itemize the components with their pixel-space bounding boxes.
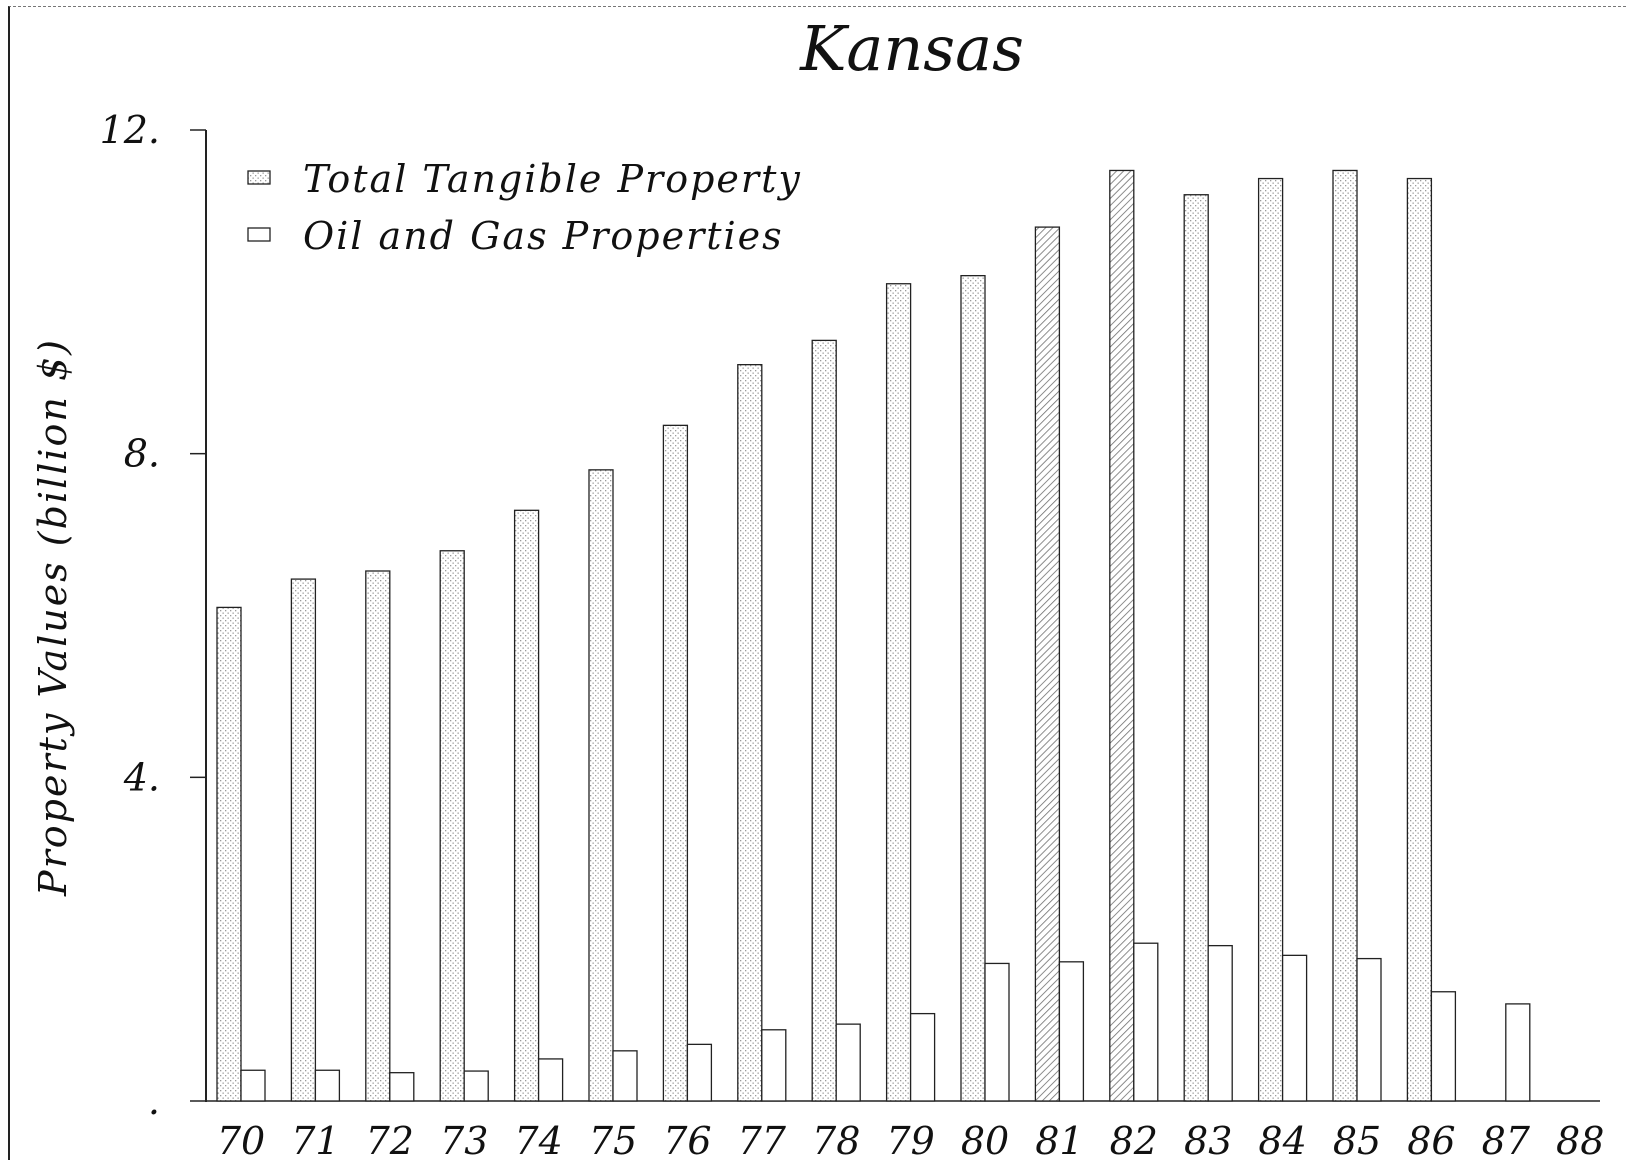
bar-total-tangible-86: [1406, 177, 1433, 1102]
x-tick-label: 81: [1035, 1119, 1083, 1163]
x-tick-label: 87: [1482, 1119, 1531, 1163]
x-tick-label: 73: [440, 1119, 488, 1163]
bar-oil-gas-86: [1430, 991, 1457, 1102]
bar-oil-gas-84: [1281, 954, 1308, 1102]
bar-oil-gas-77: [761, 1029, 787, 1102]
bar-total-tangible-83: [1183, 194, 1209, 1102]
legend-swatch-total: [247, 170, 271, 185]
bar-oil-gas-74: [537, 1058, 564, 1102]
x-tick-label: 79: [886, 1119, 934, 1163]
legend-swatch-oilgas: [247, 227, 271, 242]
bars-group: [216, 169, 1531, 1102]
bar-oil-gas-85: [1356, 957, 1382, 1102]
x-axis-ticks: 70 71 72 73 74 75 76 77 78 79 80 81 82 83 84 85 86 87 88: [217, 1119, 1605, 1163]
y-tick-label: 12.: [100, 108, 160, 152]
bar-oil-gas-82: [1133, 942, 1159, 1102]
bar-total-tangible-71: [290, 578, 317, 1102]
bar-total-tangible-85: [1332, 169, 1358, 1102]
x-tick-label: 78: [812, 1119, 860, 1163]
bar-oil-gas-81: [1058, 961, 1085, 1102]
bar-oil-gas-78: [835, 1023, 861, 1102]
legend-label-oilgas: Oil and Gas Properties: [303, 214, 784, 258]
bar-oil-gas-87: [1505, 1003, 1531, 1102]
x-tick-label: 72: [366, 1119, 414, 1163]
chart-frame: [8, 6, 1626, 1160]
bar-total-tangible-84: [1257, 177, 1284, 1102]
bar-oil-gas-75: [612, 1050, 638, 1102]
y-axis-ticks: . 4. 8. 12.: [100, 108, 206, 1123]
x-tick-label: 82: [1110, 1119, 1158, 1163]
bar-total-tangible-81: [1034, 226, 1061, 1102]
x-tick-label: 76: [663, 1119, 711, 1163]
bar-oil-gas-73: [463, 1070, 489, 1102]
bar-total-tangible-78: [811, 339, 837, 1102]
x-tick-label: 83: [1184, 1119, 1232, 1163]
bar-total-tangible-82: [1109, 169, 1135, 1102]
legend-entry-oilgas: Oil and Gas Properties: [247, 214, 784, 258]
bar-total-tangible-77: [737, 364, 763, 1102]
bar-oil-gas-71: [314, 1069, 341, 1102]
y-axis-label: Property Values (billion $): [31, 338, 75, 897]
legend-label-total: Total Tangible Property: [303, 157, 802, 201]
bar-oil-gas-79: [909, 1012, 936, 1102]
bar-oil-gas-80: [984, 962, 1010, 1102]
legend-entry-total: Total Tangible Property: [247, 157, 802, 201]
bar-oil-gas-76: [686, 1043, 713, 1102]
x-tick-label: 77: [738, 1119, 787, 1163]
y-tick-label: .: [148, 1079, 160, 1123]
bar-total-tangible-75: [588, 469, 614, 1102]
bar-total-tangible-76: [662, 424, 689, 1102]
bar-total-tangible-79: [885, 283, 912, 1102]
x-tick-label: 70: [217, 1119, 265, 1163]
y-tick-label: 4.: [123, 755, 160, 799]
bar-total-tangible-72: [365, 570, 391, 1102]
y-tick-label: 8.: [124, 432, 160, 476]
x-tick-label: 74: [514, 1119, 562, 1163]
x-tick-label: 86: [1407, 1119, 1455, 1163]
bar-total-tangible-73: [439, 550, 465, 1102]
bar-oil-gas-70: [240, 1069, 266, 1102]
x-tick-label: 75: [589, 1119, 637, 1163]
bar-oil-gas-83: [1207, 944, 1233, 1102]
bar-total-tangible-80: [960, 274, 986, 1102]
x-tick-label: 88: [1556, 1119, 1604, 1163]
bar-oil-gas-72: [389, 1072, 415, 1102]
bar-total-tangible-70: [216, 606, 242, 1102]
x-tick-label: 85: [1333, 1119, 1381, 1163]
x-tick-label: 80: [961, 1119, 1009, 1163]
x-tick-label: 84: [1258, 1119, 1306, 1163]
bar-total-tangible-74: [513, 509, 540, 1102]
x-tick-label: 71: [291, 1119, 339, 1163]
chart-title: Kansas: [799, 12, 1024, 85]
legend: Total Tangible Property Oil and Gas Prop…: [247, 157, 802, 258]
